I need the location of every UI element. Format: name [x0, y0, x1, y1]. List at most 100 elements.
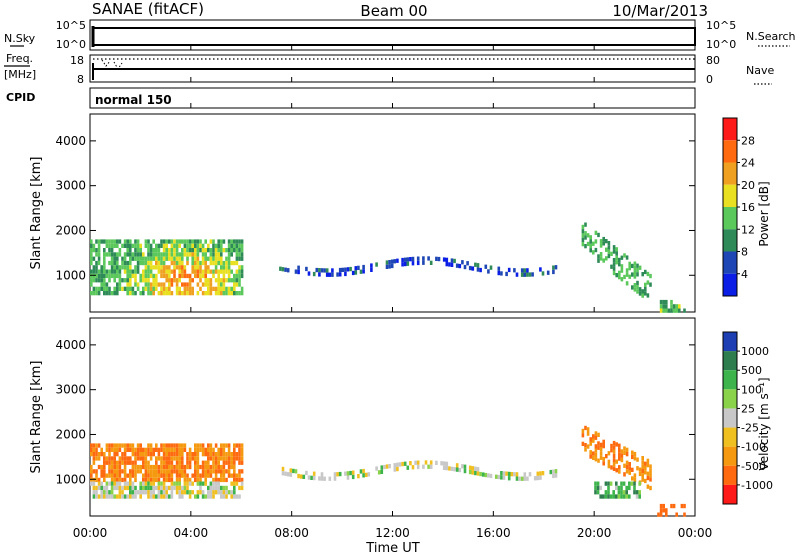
- echo-cell: [139, 443, 142, 448]
- echo-cell: [144, 485, 148, 491]
- echo-cell: [209, 447, 213, 452]
- echo-cell: [157, 473, 161, 478]
- echo-cell: [100, 278, 103, 283]
- echo-cell: [196, 260, 200, 266]
- echo-cell: [155, 460, 158, 465]
- echo-cell: [670, 503, 673, 509]
- echo-cell: [103, 494, 106, 499]
- echo-cell: [672, 503, 676, 509]
- echo-cell: [155, 447, 158, 452]
- echo-cell: [233, 473, 236, 478]
- echo-cell: [633, 477, 637, 482]
- echo-cell: [113, 286, 116, 291]
- echo-cell: [474, 262, 477, 267]
- echo-cell: [204, 273, 207, 279]
- echo-cell: [186, 260, 189, 266]
- echo-cell: [406, 257, 410, 262]
- echo-cell: [222, 490, 226, 495]
- velocity-colorbar-label: Velocity [m s⁻¹]: [757, 377, 771, 470]
- echo-cell: [186, 490, 189, 495]
- echo-cell: [625, 255, 629, 260]
- echo-cell: [144, 260, 148, 266]
- colorbar-swatch: [723, 140, 737, 163]
- echo-cell: [110, 447, 114, 452]
- echo-cell: [147, 291, 150, 296]
- echo-cell: [222, 485, 226, 491]
- echo-cell: [178, 286, 181, 291]
- echo-cell: [238, 469, 241, 474]
- echo-cell: [157, 481, 161, 486]
- echo-cell: [136, 469, 140, 474]
- echo-cell: [227, 273, 231, 279]
- echo-cell: [121, 286, 124, 291]
- echo-cell: [523, 476, 527, 481]
- colorbar-swatch: [723, 446, 737, 466]
- echo-cell: [354, 266, 358, 271]
- echo-cell: [227, 456, 231, 461]
- echo-cell: [183, 282, 187, 287]
- echo-cell: [476, 263, 480, 268]
- echo-cell: [214, 460, 218, 465]
- echo-cell: [204, 260, 207, 266]
- station-title: SANAE (fitACF): [92, 0, 204, 18]
- echo-cell: [170, 464, 174, 470]
- echo-cell: [126, 456, 129, 461]
- echo-cell: [201, 252, 205, 257]
- echo-cell: [429, 260, 433, 265]
- echo-cell: [108, 273, 111, 279]
- echo-cell: [214, 252, 218, 257]
- echo-cell: [92, 265, 96, 270]
- echo-cell: [599, 455, 603, 460]
- echo-cell: [331, 272, 334, 277]
- echo-cell: [191, 452, 194, 457]
- echo-cell: [157, 485, 161, 491]
- echo-cell: [134, 278, 137, 283]
- echo-cell: [136, 260, 140, 266]
- echo-cell: [147, 447, 150, 452]
- echo-cell: [147, 248, 150, 253]
- echo-cell: [113, 447, 116, 452]
- echo-cell: [612, 466, 616, 471]
- echo-cell: [131, 494, 135, 499]
- echo-cell: [113, 494, 116, 499]
- echo-cell: [131, 452, 135, 457]
- echo-cell: [139, 260, 142, 266]
- echo-cell: [207, 291, 210, 296]
- echo-cell: [116, 481, 119, 486]
- echo-cell: [238, 456, 241, 461]
- echo-cell: [144, 269, 148, 274]
- echo-cell: [188, 252, 192, 257]
- echo-cell: [628, 266, 631, 271]
- echo-cell: [240, 443, 244, 448]
- echo-cell: [227, 265, 231, 270]
- echo-cell: [336, 272, 339, 277]
- echo-cell: [235, 481, 239, 486]
- echo-cell: [233, 452, 236, 457]
- echo-cell: [165, 464, 168, 470]
- echo-cell: [113, 481, 116, 486]
- y-tick-label: 1000: [55, 268, 86, 282]
- echo-cell: [393, 259, 397, 264]
- echo-cell: [620, 490, 623, 495]
- echo-cell: [105, 286, 109, 291]
- echo-cell: [220, 456, 223, 461]
- echo-cell: [121, 469, 124, 474]
- echo-cell: [97, 494, 101, 499]
- echo-cell: [194, 494, 197, 499]
- echo-cell: [235, 452, 239, 457]
- echo-cell: [220, 291, 223, 296]
- echo-cell: [129, 473, 132, 478]
- echo-cell: [209, 282, 213, 287]
- echo-cell: [105, 473, 109, 478]
- echo-cell: [646, 475, 650, 481]
- echo-cell: [594, 444, 598, 449]
- echo-cell: [584, 443, 587, 448]
- echo-cell: [618, 443, 621, 448]
- echo-cell: [110, 248, 114, 253]
- echo-cell: [531, 272, 534, 277]
- echo-cell: [222, 286, 226, 291]
- echo-cell: [238, 256, 241, 261]
- echo-cell: [178, 239, 181, 244]
- echo-cell: [596, 481, 600, 486]
- echo-cell: [170, 481, 174, 486]
